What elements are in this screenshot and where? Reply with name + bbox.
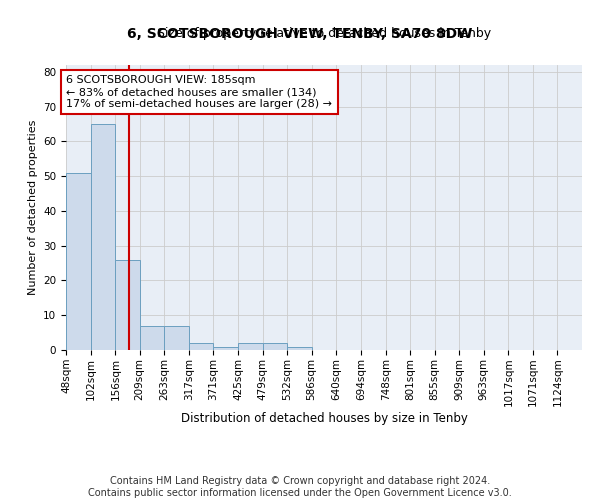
- Y-axis label: Number of detached properties: Number of detached properties: [28, 120, 38, 295]
- Bar: [91, 124, 115, 350]
- Bar: [66, 172, 91, 350]
- Title: Size of property relative to detached houses in Tenby: Size of property relative to detached ho…: [157, 27, 491, 40]
- Bar: [214, 346, 238, 350]
- Text: 6 SCOTSBOROUGH VIEW: 185sqm
← 83% of detached houses are smaller (134)
17% of se: 6 SCOTSBOROUGH VIEW: 185sqm ← 83% of det…: [67, 76, 332, 108]
- Bar: [164, 326, 189, 350]
- Text: Contains HM Land Registry data © Crown copyright and database right 2024.
Contai: Contains HM Land Registry data © Crown c…: [88, 476, 512, 498]
- Bar: [115, 260, 140, 350]
- Bar: [238, 343, 263, 350]
- Bar: [263, 343, 287, 350]
- Bar: [140, 326, 164, 350]
- Text: 6, SCOTSBOROUGH VIEW, TENBY, SA70 8DW: 6, SCOTSBOROUGH VIEW, TENBY, SA70 8DW: [127, 28, 473, 42]
- Bar: [287, 346, 311, 350]
- X-axis label: Distribution of detached houses by size in Tenby: Distribution of detached houses by size …: [181, 412, 467, 425]
- Bar: [189, 343, 214, 350]
